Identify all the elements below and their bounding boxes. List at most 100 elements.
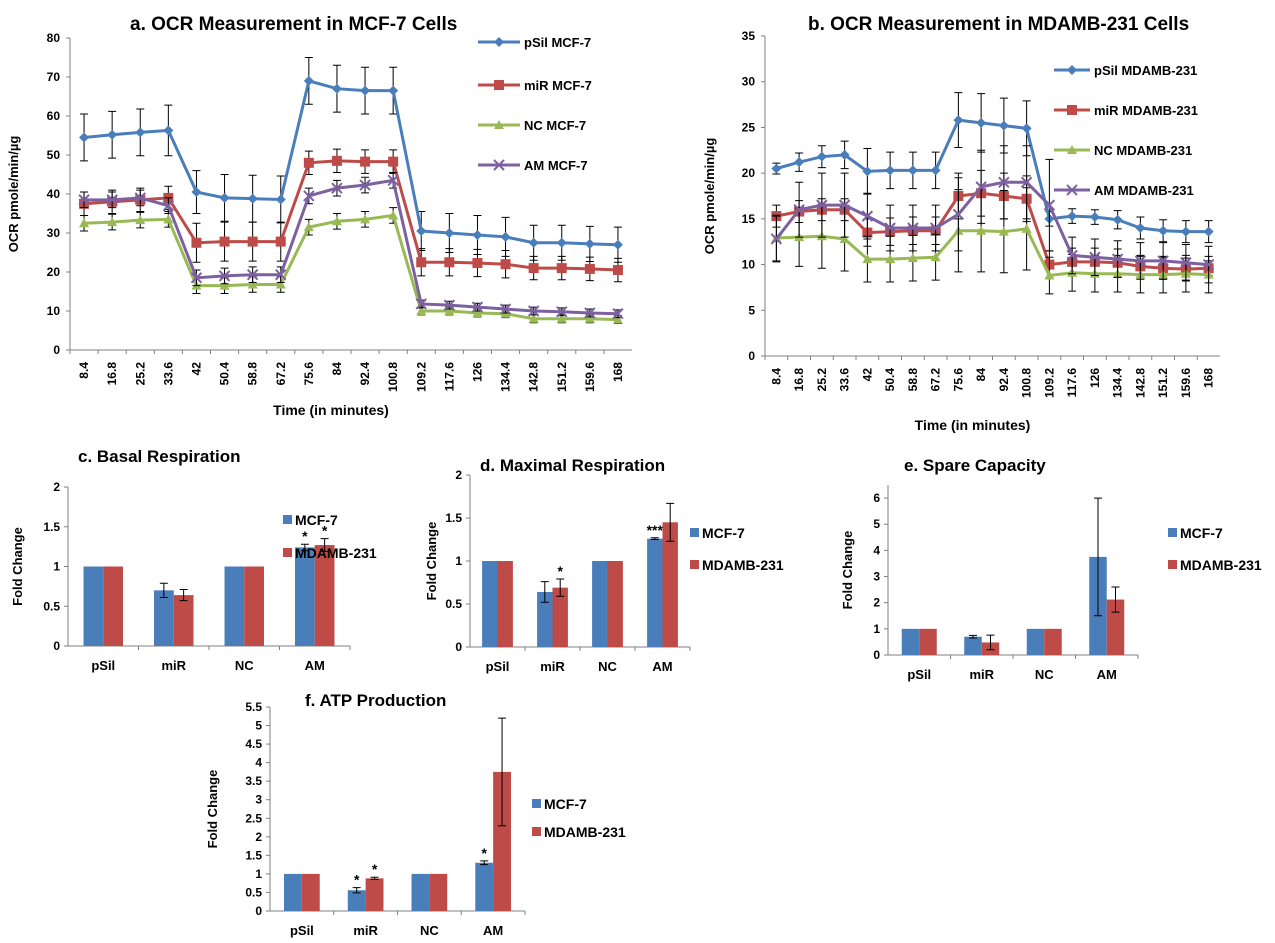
legend-item-mcf7: MCF-7 [690,525,745,541]
x-tick-label: 134.4 [499,362,513,392]
x-tick-label: 67.2 [929,368,943,392]
legend-marker [1067,105,1077,115]
legend-label: AM MCF-7 [524,158,588,173]
data-point [885,165,896,176]
legend-item-miR: miR MDAMB-231 [1054,103,1198,118]
legend-label: MCF-7 [702,525,745,541]
x-tick-label: AM [652,659,672,674]
y-tick-label: 30 [742,75,756,89]
x-tick-label: 33.6 [161,362,175,386]
series-NC [79,207,623,324]
bar [537,591,553,647]
y-tick-label: 3.5 [245,774,262,788]
data-point [416,306,427,315]
y-tick-label: 15 [742,212,756,226]
y-axis-label: Fold Change [10,527,25,606]
error-bar [300,543,309,552]
error-bar [320,538,329,552]
legend-swatch [690,528,699,537]
y-tick-label: 3 [255,793,262,807]
data-point [584,238,595,249]
y-axis-label: Fold Change [840,531,855,610]
bar [1106,599,1125,655]
data-point [219,192,230,203]
data-point [78,194,90,206]
y-tick-label: 0 [873,648,880,662]
bar [284,873,302,911]
data-point [1021,223,1032,233]
data-point [930,252,941,262]
series-AM [770,145,1215,284]
y-tick-label: 20 [47,265,61,279]
data-point [190,272,203,284]
data-point [303,157,314,168]
data-point [556,313,567,323]
data-point [976,117,987,128]
x-tick-label: 100.8 [386,362,400,392]
bar [475,862,494,911]
data-point [1180,226,1191,237]
data-point [527,305,540,317]
data-point [907,165,918,176]
y-tick-label: 5.5 [245,700,262,714]
legend-label: miR MDAMB-231 [1094,103,1198,118]
error-bar [1111,586,1120,613]
bar [411,873,430,911]
legend-swatch [1168,560,1177,569]
y-tick-label: 2 [873,596,880,610]
y-tick-label: 60 [47,109,61,123]
data-point [528,313,539,323]
data-point [1180,257,1192,269]
data-point [1203,226,1214,237]
data-point [1157,255,1169,267]
data-point [163,125,174,136]
y-tick-label: 1 [255,867,262,881]
data-point [770,233,783,245]
x-tick-label: NC [235,658,254,673]
data-point [135,215,146,225]
legend-label: NC MDAMB-231 [1094,143,1192,158]
error-bar [159,582,168,599]
x-tick-label: 42 [189,362,203,376]
x-axis-label: Time (in minutes) [915,417,1031,433]
chart-title: e. Spare Capacity [904,456,1046,475]
x-tick-label: 142.8 [527,362,541,392]
bar [365,878,384,911]
series-AM [78,172,624,320]
x-tick-label: 33.6 [838,368,852,392]
series-line [775,180,1209,267]
legend-item-AM: AM MDAMB-231 [1054,183,1194,198]
legend-item-NC: NC MDAMB-231 [1054,143,1192,158]
y-tick-label: 30 [47,226,61,240]
x-tick-label: miR [353,923,378,938]
data-point [191,187,202,198]
data-point [794,157,805,168]
data-point [360,85,371,96]
data-point [584,313,595,323]
x-tick-label: 151.2 [1156,368,1170,398]
legend-label: MDAMB-231 [544,824,626,840]
error-bar [179,589,188,602]
bar [607,561,623,647]
data-point [162,199,175,212]
error-bar [480,860,489,866]
y-tick-label: 3 [873,570,880,584]
series-pSil [771,92,1214,244]
data-point [472,307,483,317]
legend-item-NC: NC MCF-7 [478,118,586,133]
significance-marker: * [481,845,487,861]
data-point [930,165,941,176]
bar [647,538,663,647]
data-point [415,298,427,310]
legend-label: MCF-7 [295,512,338,528]
y-tick-label: 2.5 [245,811,262,825]
data-point [134,192,146,204]
data-point [219,280,230,290]
y-tick-label: 25 [742,120,756,134]
significance-marker: * [322,523,328,539]
y-tick-label: 1 [53,560,60,574]
data-point [998,176,1010,188]
data-point [500,259,511,270]
legend-swatch [532,799,541,808]
data-point [1020,176,1033,188]
